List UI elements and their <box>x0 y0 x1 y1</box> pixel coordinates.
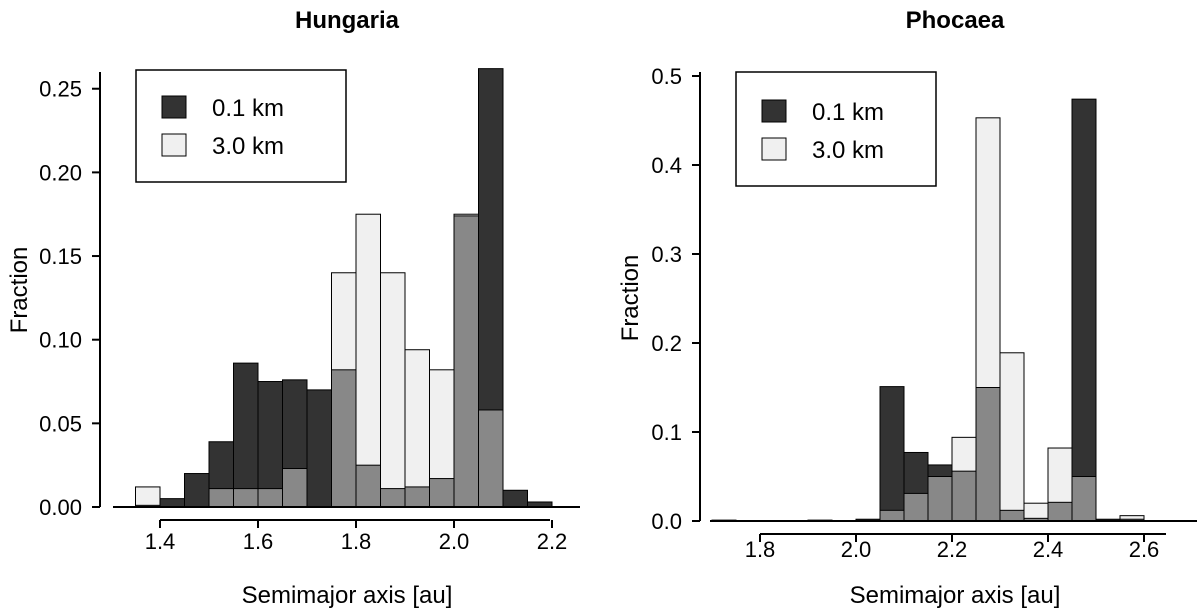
hungaria-y-ticks: 0.00 0.05 0.10 0.15 0.20 0.25 <box>39 77 100 520</box>
phocaea-legend-label-small: 0.1 km <box>812 99 884 126</box>
hungaria-bar-large <box>135 486 161 508</box>
phocaea-bar-small <box>1071 98 1097 522</box>
hungaria-bar-small <box>159 498 185 508</box>
hungaria-bar-overlap <box>233 488 259 508</box>
phocaea-y-tick-label: 0.4 <box>651 153 682 178</box>
hungaria-bar-overlap <box>282 468 308 508</box>
phocaea-bar-large <box>999 352 1025 522</box>
hungaria-x-tick-label: 1.6 <box>243 529 274 554</box>
phocaea-x-tick-label: 2.0 <box>841 537 872 562</box>
hungaria-y-tick-label: 0.25 <box>39 77 82 102</box>
hungaria-bar-large <box>355 213 381 508</box>
hungaria-legend-swatch-small <box>161 95 187 119</box>
phocaea-y-ticks: 0.0 0.1 0.2 0.3 0.4 0.5 <box>651 64 700 534</box>
phocaea-x-tick-label: 2.6 <box>1129 537 1160 562</box>
hungaria-y-label: Fraction <box>6 247 33 334</box>
hungaria-bar-overlap <box>355 464 381 508</box>
phocaea-x-ticks: 1.8 2.0 2.2 2.4 2.6 <box>745 534 1160 562</box>
phocaea-x-label: Semimajor axis [au] <box>850 582 1061 609</box>
hungaria-bar-small <box>502 489 528 508</box>
hungaria-legend: 0.1 km 3.0 km <box>135 69 347 183</box>
hungaria-panel: Hungaria 0.00 0.05 0.10 0.15 0.20 0.25 1.4 1.6… <box>6 7 580 609</box>
hungaria-bar-small <box>233 362 259 508</box>
hungaria-y-tick-label: 0.20 <box>39 160 82 185</box>
phocaea-bars <box>711 98 1145 522</box>
hungaria-x-tick-label: 1.4 <box>145 529 176 554</box>
phocaea-bar-overlap <box>879 509 905 522</box>
hungaria-title: Hungaria <box>295 7 400 34</box>
phocaea-x-tick-label: 2.2 <box>937 537 968 562</box>
phocaea-x-tick-label: 2.4 <box>1033 537 1064 562</box>
hungaria-bar-overlap <box>404 486 430 508</box>
hungaria-bar-overlap <box>453 215 479 508</box>
phocaea-y-tick-label: 0.2 <box>651 331 682 356</box>
phocaea-bar-overlap <box>951 470 977 522</box>
phocaea-y-tick-label: 0.3 <box>651 242 682 267</box>
hungaria-y-tick-label: 0.05 <box>39 411 82 436</box>
hungaria-x-label: Semimajor axis [au] <box>242 582 453 609</box>
phocaea-x-tick-label: 1.8 <box>745 537 776 562</box>
phocaea-bar-overlap <box>1047 501 1073 522</box>
hungaria-bar-overlap <box>429 478 455 508</box>
phocaea-panel: Phocaea 0.0 0.1 0.2 0.3 0.4 0.5 1.8 2.0 2.2 2.4 2… <box>617 7 1197 609</box>
hungaria-x-ticks: 1.4 1.6 1.8 2.0 2.2 <box>145 520 568 554</box>
phocaea-legend-swatch-large <box>761 137 787 161</box>
phocaea-bar-overlap <box>903 492 929 522</box>
hungaria-legend-label-large: 3.0 km <box>212 133 284 160</box>
phocaea-legend-box <box>735 71 937 187</box>
hungaria-y-tick-label: 0.10 <box>39 328 82 353</box>
hungaria-legend-box <box>135 69 347 183</box>
phocaea-y-tick-label: 0.0 <box>651 509 682 534</box>
hungaria-bar-overlap <box>208 488 234 508</box>
hungaria-x-tick-label: 2.2 <box>537 529 568 554</box>
phocaea-y-tick-label: 0.5 <box>651 64 682 89</box>
hungaria-y-tick-label: 0.15 <box>39 244 82 269</box>
phocaea-y-label: Fraction <box>617 255 644 342</box>
hungaria-bar-overlap <box>478 409 504 508</box>
hungaria-x-tick-label: 2.0 <box>439 529 470 554</box>
hungaria-bar-large <box>380 272 406 508</box>
hungaria-bar-small <box>184 473 210 508</box>
hungaria-y-tick-label: 0.00 <box>39 495 82 520</box>
phocaea-bar-overlap <box>1071 476 1097 522</box>
hungaria-bar-small <box>306 389 332 508</box>
hungaria-bar-large <box>404 349 430 508</box>
phocaea-title: Phocaea <box>906 7 1005 34</box>
hungaria-bar-overlap <box>257 488 283 508</box>
hungaria-x-tick-label: 1.8 <box>341 529 372 554</box>
phocaea-bar-overlap <box>999 509 1025 522</box>
phocaea-bar-small <box>879 386 905 522</box>
phocaea-legend: 0.1 km 3.0 km <box>735 71 937 187</box>
phocaea-legend-label-large: 3.0 km <box>812 137 884 164</box>
hungaria-bar-overlap <box>380 488 406 508</box>
phocaea-legend-swatch-small <box>761 99 787 123</box>
phocaea-y-tick-label: 0.1 <box>651 420 682 445</box>
hungaria-legend-swatch-large <box>161 133 187 157</box>
hungaria-legend-label-small: 0.1 km <box>212 95 284 122</box>
phocaea-bar-overlap <box>975 387 1001 522</box>
hungaria-bars <box>135 68 553 508</box>
hungaria-bar-overlap <box>331 369 357 508</box>
phocaea-bar-overlap <box>927 476 953 522</box>
